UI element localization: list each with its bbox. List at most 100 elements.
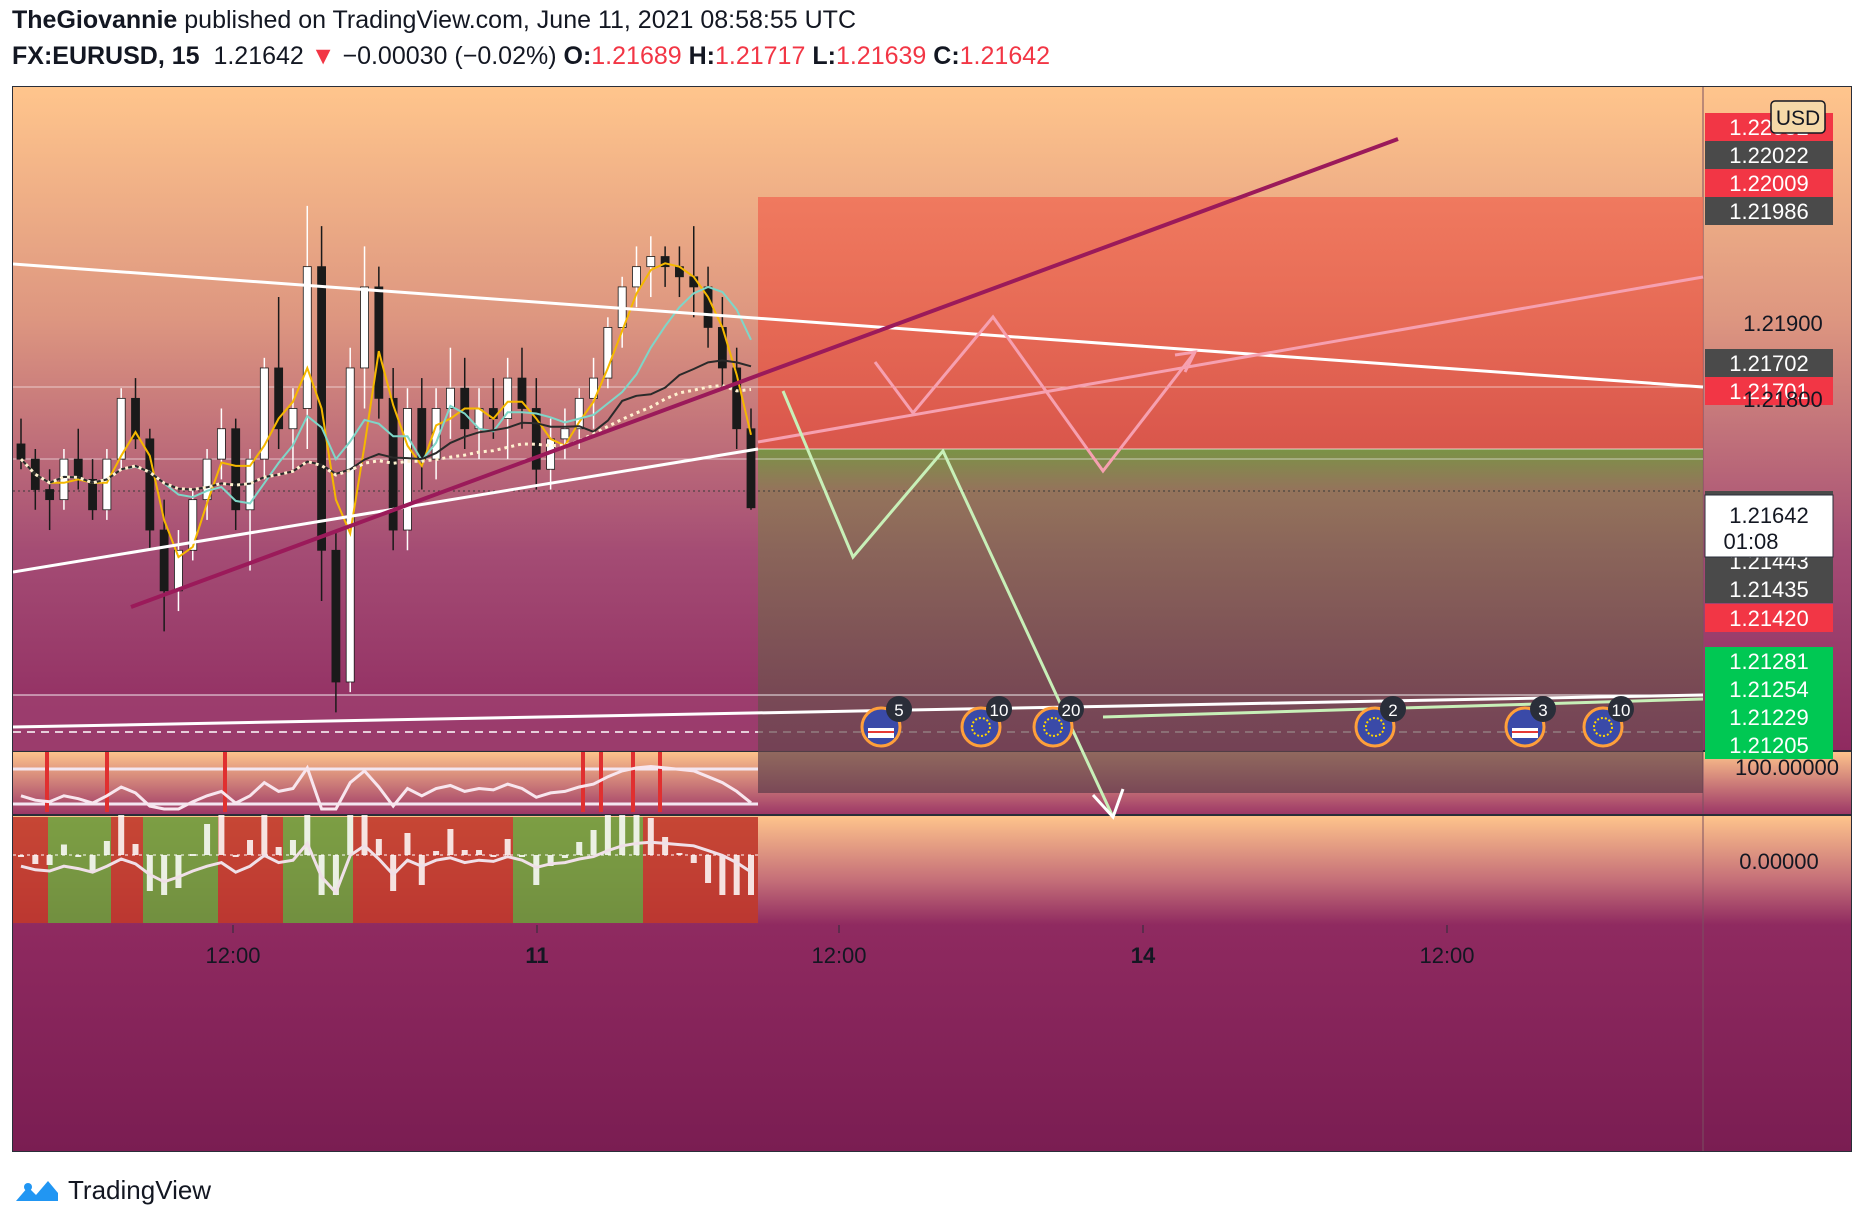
ind2-histogram-bar — [103, 841, 110, 855]
candle — [45, 469, 55, 531]
candle-body — [145, 438, 155, 531]
candle-body — [45, 489, 55, 501]
ind2-histogram-bar — [490, 855, 497, 857]
event-marker[interactable]: 20 — [1032, 696, 1084, 748]
event-count: 3 — [1538, 701, 1547, 720]
time-axis-bg — [13, 925, 1851, 1151]
price-label[interactable]: 1.22022 — [1705, 141, 1833, 169]
ind2-histogram-bar — [32, 855, 39, 864]
event-marker[interactable]: 2 — [1354, 696, 1406, 748]
eu-stars — [1043, 717, 1063, 737]
ind2-histogram-bar — [590, 830, 597, 855]
event-markers[interactable]: 5 10 20 2 3 10 — [860, 696, 1634, 748]
price-label[interactable]: 1.21254 — [1705, 675, 1833, 703]
candle-body — [746, 428, 756, 509]
candle-body — [259, 367, 269, 460]
close-value: 1.21642 — [959, 42, 1051, 70]
candle-body — [102, 458, 112, 511]
ind2-histogram-bar — [633, 815, 640, 855]
ind2-histogram-bar — [647, 818, 654, 855]
tradingview-logo-icon[interactable] — [14, 1175, 60, 1205]
ind2-histogram-bar — [461, 850, 468, 855]
price-label-bg — [1705, 647, 1833, 675]
candle-body — [331, 549, 341, 683]
candle — [660, 246, 670, 287]
ind2-histogram-bar — [232, 855, 239, 857]
price-label[interactable]: 1.21702 — [1705, 349, 1833, 377]
eu-stars — [1593, 717, 1613, 737]
candle — [331, 530, 341, 713]
ind2-zone — [218, 817, 283, 923]
ind2-histogram-bar — [533, 855, 540, 885]
event-count-badge — [1058, 696, 1084, 722]
candle-body — [517, 377, 527, 409]
bearish-arrowhead — [1091, 788, 1125, 820]
ind2-histogram-bar — [332, 855, 339, 895]
candle-body — [131, 397, 140, 440]
event-count: 10 — [990, 701, 1009, 720]
candle — [231, 418, 241, 531]
last-price: 1.21642 — [213, 42, 304, 70]
candle-body — [503, 377, 513, 420]
ind1-signal-bar — [658, 752, 662, 812]
candle — [732, 347, 742, 449]
candle — [88, 459, 97, 520]
price-label-text: 1.21435 — [1729, 577, 1809, 602]
candle — [403, 388, 412, 551]
moving-averages — [19, 262, 752, 559]
candle — [188, 489, 198, 561]
price-label[interactable]: 1.22009 — [1705, 169, 1833, 197]
candle-body — [202, 458, 212, 501]
price-label-text: 1.21702 — [1729, 351, 1809, 376]
time-axis[interactable]: 12:00 11 12:00 14 12:00 — [205, 925, 1475, 968]
stop-loss-zone — [758, 197, 1703, 449]
price-label[interactable]: 1.21205 — [1705, 731, 1833, 759]
ind1-signal-bar — [105, 752, 109, 812]
footer-brand[interactable]: TradingView — [68, 1174, 212, 1205]
ind1-signal-bar — [223, 752, 227, 812]
event-marker[interactable]: 10 — [1582, 696, 1634, 748]
ind2-histogram-bar — [576, 842, 583, 855]
candle-body — [116, 397, 126, 460]
ind2-histogram-bar — [261, 815, 268, 855]
chart-container[interactable]: 5 10 20 2 3 10 1.22032 1.22022 1.22009 1.21986 1.… — [12, 86, 1852, 1152]
price-label[interactable]: 1.21435 — [1705, 575, 1833, 603]
price-label-bg — [1705, 197, 1833, 225]
ind2-histogram-bar — [418, 855, 425, 885]
currency-badge[interactable] — [1770, 100, 1826, 134]
price-label-bg — [1705, 169, 1833, 197]
ind2-zone — [413, 817, 513, 923]
event-marker[interactable]: 10 — [960, 696, 1012, 748]
event-marker[interactable]: 3 — [1504, 696, 1556, 748]
author-name[interactable]: TheGiovannie — [12, 6, 178, 34]
price-label[interactable]: 1.21701 — [1705, 377, 1833, 405]
ind2-histogram-bar — [289, 840, 296, 855]
symbol-label[interactable]: FX:EURUSD, 15 — [12, 42, 200, 70]
support-line — [13, 693, 1704, 729]
chart-svg[interactable]: 5 10 20 2 3 10 1.220321.220221.220091.219861.… — [13, 87, 1852, 1152]
low-value: 1.21639 — [835, 42, 927, 70]
change-arrow-icon: ▼ — [310, 42, 336, 70]
ind2-histogram-bar — [175, 855, 182, 888]
candle-body — [531, 408, 541, 470]
publish-info: TheGiovannie published on TradingView.co… — [12, 6, 856, 35]
price-label-bg — [1705, 575, 1833, 603]
price-label[interactable]: 1.21420 — [1705, 604, 1833, 632]
candle — [216, 408, 226, 480]
price-label[interactable]: 1.21281 — [1705, 647, 1833, 675]
price-label[interactable]: 1.21229 — [1705, 703, 1833, 731]
event-count: 10 — [1612, 701, 1631, 720]
price-label[interactable]: 1.21986 — [1705, 197, 1833, 225]
indicator1-pane — [13, 752, 758, 812]
time-tick-label: 12:00 — [811, 943, 866, 968]
ind2-histogram-bar — [347, 815, 354, 855]
ind2-histogram-bar — [304, 815, 311, 855]
price-label-bg — [1705, 377, 1833, 405]
candle — [202, 449, 212, 520]
event-marker[interactable]: 5 — [860, 696, 912, 748]
ind2-histogram-bar — [561, 855, 568, 858]
ind2-histogram-bar — [204, 824, 211, 855]
ind2-histogram-bar — [218, 815, 225, 855]
candle — [131, 378, 140, 449]
event-count-badge — [1530, 696, 1556, 722]
